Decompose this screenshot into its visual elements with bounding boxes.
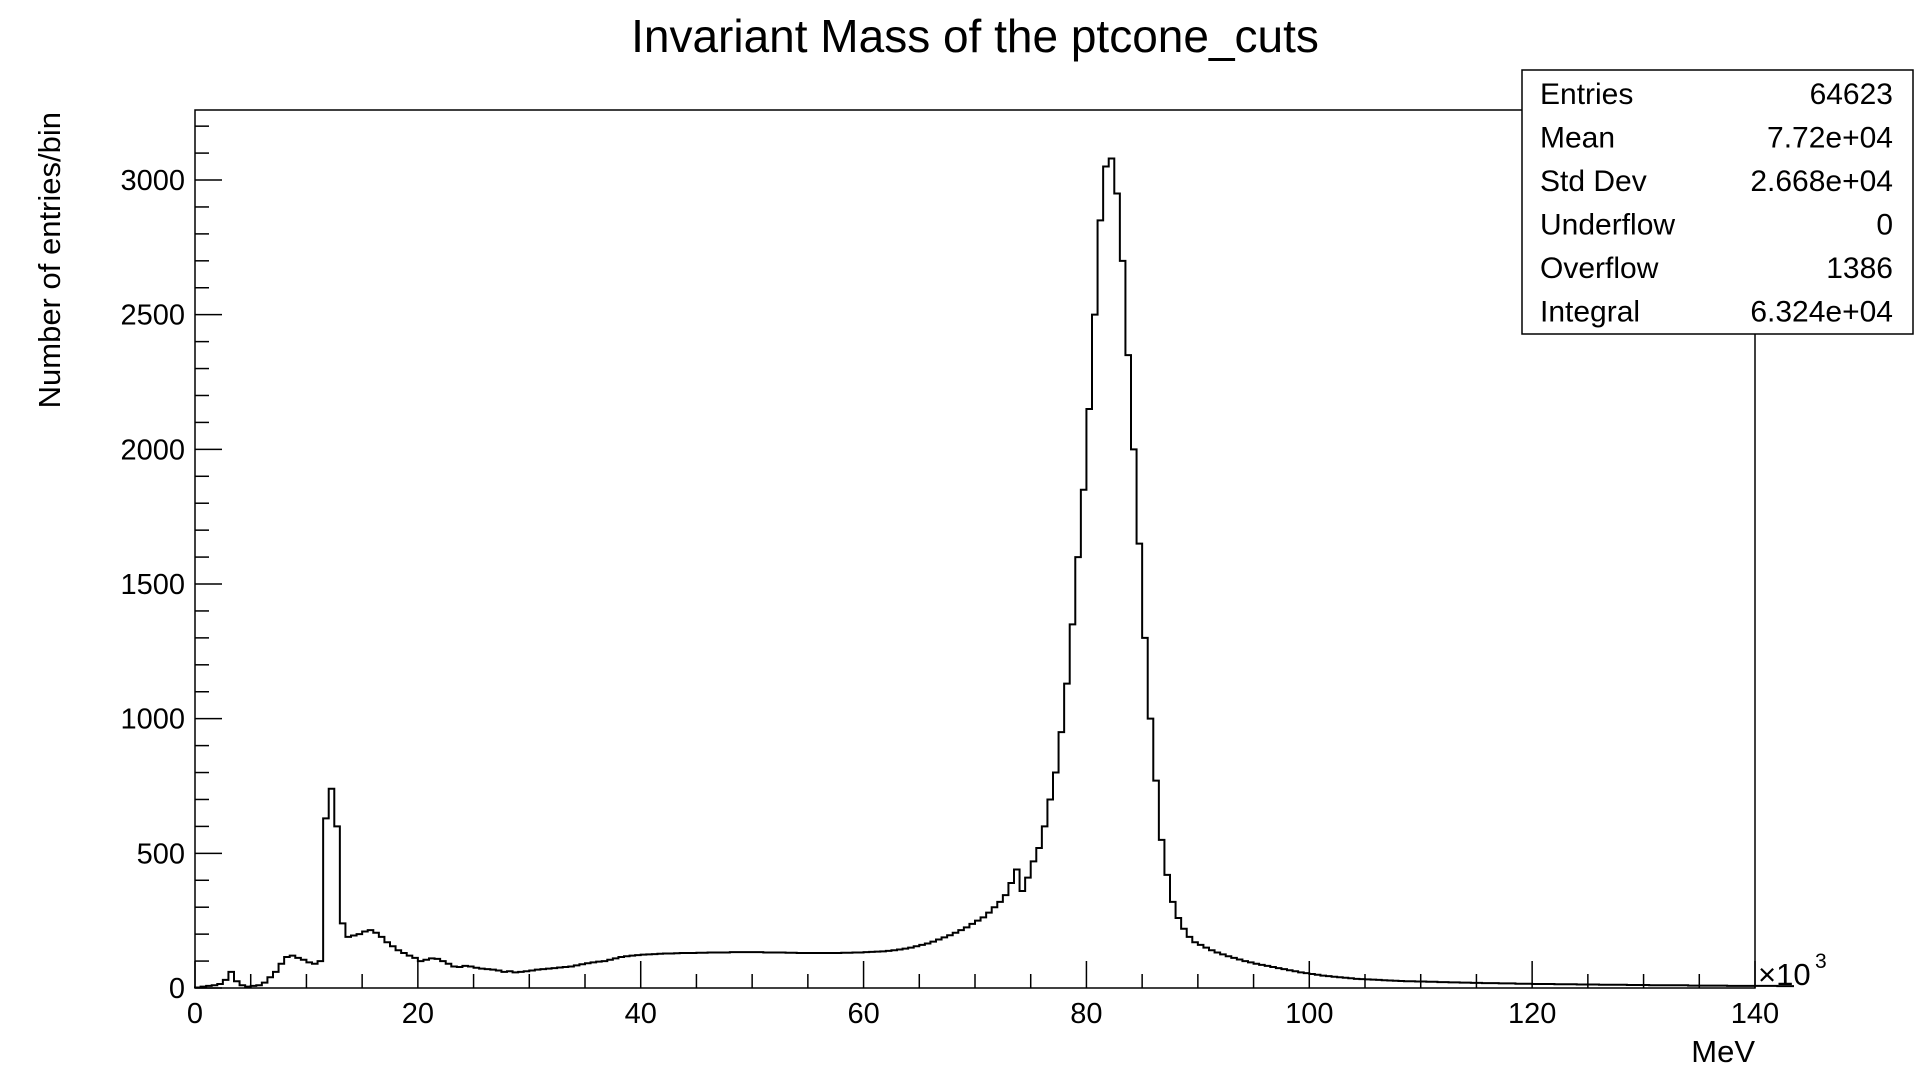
chart-title: Invariant Mass of the ptcone_cuts — [631, 10, 1319, 62]
stats-rows: Entries 64623 Mean 7.72e+04 Std Dev 2.668e+04… — [1540, 78, 1893, 329]
x-axis-label: MeV — [1691, 1034, 1755, 1069]
x-tick-label: 100 — [1285, 998, 1333, 1030]
x-tick-labels: 0 20 40 60 80 100 120 140 — [187, 998, 1779, 1030]
stats-label: Integral — [1540, 296, 1640, 329]
x-tick-label: 140 — [1731, 998, 1779, 1030]
y-tick-label: 1000 — [120, 704, 185, 736]
y-tick-label: 500 — [137, 838, 185, 870]
y-tick-label: 1500 — [120, 569, 185, 601]
x-tick-label: 80 — [1070, 998, 1102, 1030]
stats-label: Overflow — [1540, 252, 1659, 285]
stats-box: Entries 64623 Mean 7.72e+04 Std Dev 2.668e+04… — [1521, 69, 1914, 335]
y-tick-label: 2000 — [120, 434, 185, 466]
x-multiplier-base: ×10 — [1758, 957, 1811, 992]
y-axis-ticks — [195, 125, 222, 989]
stats-value: 0 — [1876, 209, 1893, 242]
stats-label: Std Dev — [1540, 165, 1647, 198]
y-tick-label: 3000 — [120, 165, 185, 197]
y-tick-label: 2500 — [120, 300, 185, 332]
stats-box-frame — [1521, 69, 1914, 335]
y-tick-label: 0 — [169, 973, 185, 1005]
y-tick-labels: 0 500 1000 1500 2000 2500 3000 — [120, 165, 185, 1005]
x-tick-label: 40 — [625, 998, 657, 1030]
stats-label: Underflow — [1540, 209, 1675, 242]
x-multiplier-exponent: 3 — [1815, 950, 1827, 973]
stats-label: Entries — [1540, 78, 1633, 111]
stats-value: 1386 — [1826, 252, 1893, 285]
stats-value: 2.668e+04 — [1750, 165, 1893, 198]
stats-value: 64623 — [1810, 78, 1893, 111]
stats-value: 6.324e+04 — [1750, 296, 1893, 329]
histogram-series — [194, 157, 1794, 989]
x-tick-label: 20 — [402, 998, 434, 1030]
x-tick-label: 60 — [847, 998, 879, 1030]
stats-value: 7.72e+04 — [1767, 122, 1893, 155]
stats-label: Mean — [1540, 122, 1615, 155]
x-axis-multiplier: ×10 3 — [1758, 950, 1827, 992]
x-tick-label: 120 — [1508, 998, 1556, 1030]
y-axis-label: Number of entries/bin — [32, 112, 67, 408]
x-tick-label: 0 — [187, 998, 203, 1030]
plot-frame — [194, 109, 1756, 989]
